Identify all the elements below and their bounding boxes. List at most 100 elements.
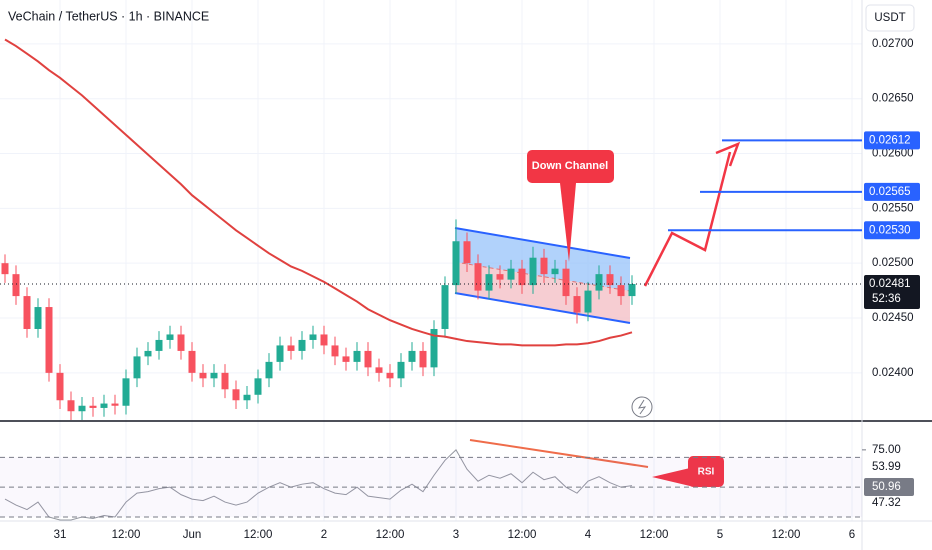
currency-box[interactable] — [865, 4, 915, 32]
candle-body — [133, 356, 141, 379]
candle-body — [34, 307, 42, 329]
rsi-band — [0, 457, 862, 518]
candle-body — [540, 257, 548, 275]
x-tick-label: 31 — [54, 529, 67, 541]
candle-body — [12, 274, 20, 297]
candle-body — [331, 345, 339, 357]
x-tick-label: 12:00 — [244, 529, 273, 541]
rsi-badge-label: 50.96 — [872, 481, 901, 493]
candle-body — [518, 268, 526, 286]
moving-average — [4, 38, 633, 347]
x-tick-label: 6 — [849, 529, 855, 541]
y-tick-label: 0.02600 — [872, 148, 914, 160]
candle-body — [507, 268, 515, 280]
candle-body — [45, 307, 53, 373]
x-tick-label: Jun — [183, 529, 202, 541]
callout-pointer — [560, 183, 576, 262]
candle-body — [155, 339, 163, 351]
candle-body — [364, 350, 372, 368]
countdown: 52:36 — [872, 293, 901, 305]
flash-icon[interactable] — [631, 396, 653, 418]
candle-body — [309, 334, 317, 340]
flash-glyph — [637, 399, 647, 415]
target-badge — [864, 221, 920, 240]
last-price-label: 0.02481 — [869, 278, 911, 290]
rsi-badge — [864, 478, 914, 496]
candle-body — [78, 405, 86, 412]
candle-body — [617, 285, 625, 297]
candle-body — [463, 241, 471, 264]
x-tick-label: 2 — [321, 529, 327, 541]
candle-body — [320, 334, 328, 346]
candle-body — [254, 378, 262, 395]
rsi-line — [4, 449, 633, 521]
chart-title: VeChain / TetherUS · 1h · BINANCE — [8, 9, 209, 23]
target-label: 0.02565 — [869, 186, 911, 198]
candle-body — [100, 403, 108, 408]
candle-body — [397, 361, 405, 379]
rsi-badge-label: 53.99 — [872, 461, 901, 473]
candle-body — [485, 274, 493, 291]
target-badge — [864, 182, 920, 201]
candle-body — [56, 372, 64, 401]
rsi-badge-label: 47.32 — [872, 497, 901, 509]
channel-top — [454, 227, 631, 259]
x-tick-label: 4 — [585, 529, 592, 541]
currency: USDT — [874, 12, 905, 24]
candle-body — [584, 290, 592, 313]
candle-body — [386, 372, 394, 379]
candle-body — [419, 350, 427, 368]
candle-body — [496, 274, 504, 280]
candle-body — [111, 403, 119, 406]
candle-body — [595, 274, 603, 291]
x-tick-label: 5 — [717, 529, 723, 541]
candle-body — [221, 372, 229, 390]
x-tick-label: 12:00 — [112, 529, 141, 541]
candle-body — [23, 296, 31, 329]
candle-body — [298, 339, 306, 351]
candle-body — [551, 268, 559, 275]
candle-body — [606, 274, 614, 286]
candle-body — [199, 372, 207, 379]
candle-body — [67, 400, 75, 412]
y-tick-label: 0.02450 — [872, 312, 914, 324]
candle-body — [122, 378, 130, 406]
callout-text: Down Channel — [532, 160, 608, 172]
candle-body — [452, 241, 460, 286]
candle-body — [243, 394, 251, 401]
candle-body — [276, 345, 284, 362]
rsi-callout-text: RSI — [698, 467, 715, 478]
rsi-trendline — [469, 439, 649, 468]
y-tick-label: 0.02500 — [872, 257, 914, 269]
target-badge — [864, 131, 920, 150]
rsi-callout-box — [688, 456, 724, 487]
rsi-tick-label: 75.00 — [872, 444, 901, 456]
y-tick-label: 0.02550 — [872, 202, 914, 214]
candle-body — [89, 405, 97, 408]
candle-body — [265, 361, 273, 379]
projection-arrow — [643, 151, 732, 287]
candle-body — [573, 296, 581, 313]
candle-body — [529, 257, 537, 286]
candle-body — [375, 367, 383, 373]
candle-body — [1, 263, 9, 275]
candle-body — [188, 350, 196, 373]
y-tick-label: 0.02650 — [872, 93, 914, 105]
target-label: 0.02612 — [869, 134, 911, 146]
candle-body — [177, 334, 185, 351]
x-tick-label: 3 — [453, 529, 459, 541]
x-tick-label: 12:00 — [376, 529, 405, 541]
target-label: 0.02530 — [869, 224, 911, 236]
x-tick-label: 12:00 — [640, 529, 669, 541]
callout-box — [527, 150, 614, 183]
candle-body — [210, 372, 218, 379]
candle-body — [232, 389, 240, 401]
channel-bottom — [454, 292, 631, 324]
y-tick-label: 0.02700 — [872, 38, 914, 50]
candle-body — [474, 263, 482, 291]
candle-body — [408, 350, 416, 362]
rsi-callout-pointer — [652, 468, 690, 486]
y-tick-label: 0.02400 — [872, 367, 914, 379]
last-price-badge — [864, 275, 920, 310]
